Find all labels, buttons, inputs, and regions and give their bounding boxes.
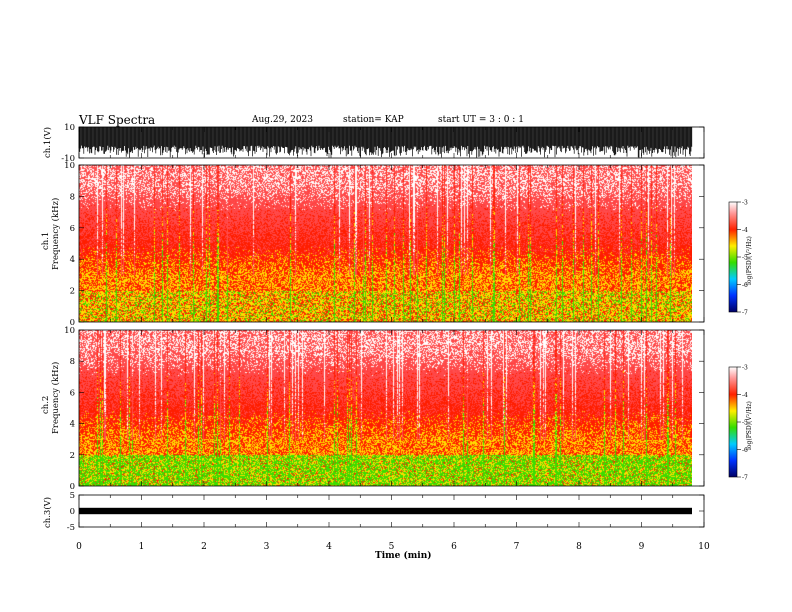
x-tick-label: 1 xyxy=(139,542,145,552)
x-tick-label: 2 xyxy=(201,542,207,552)
ch3-waveform-panel: 50-50 1 2 3 4 5 6 7 8 9 10 xyxy=(67,491,710,552)
y-tick-label: 10 xyxy=(64,161,75,171)
colorbar-tick-label: -3 xyxy=(742,365,748,372)
x-tick-label: 0 xyxy=(76,542,82,552)
ch2-colorbar: -3 -4 -5 -6 -7 xyxy=(728,365,748,482)
x-tick-label: 6 xyxy=(451,542,457,552)
colorbar-tick-label: -3 xyxy=(742,200,748,207)
colorbar-tick-label: -4 xyxy=(742,392,748,399)
y-tick-label: 6 xyxy=(70,224,75,234)
chart-title: VLF Spectra xyxy=(79,113,156,127)
ch1-colorbar-label: log(PSD)(V²/Hz) xyxy=(746,236,753,285)
x-tick-label: 3 xyxy=(264,542,270,552)
colorbar-tick-label: -5 xyxy=(742,420,748,427)
x-tick-label: 5 xyxy=(389,542,395,552)
ch1-spectrogram-ylabel-freq: Frequency (kHz) xyxy=(50,198,61,270)
x-tick-label: 4 xyxy=(326,542,332,552)
ch1-waveform-panel: 10 -10 xyxy=(61,123,705,164)
ch3-waveform-ylabel: ch.3(V) xyxy=(42,497,53,528)
y-tick-label: -5 xyxy=(67,523,75,533)
y-tick-label: 4 xyxy=(70,420,75,430)
ch1-spectrogram-ylabel-channel: ch.1 xyxy=(41,232,51,250)
ch2-colorbar-label: log(PSD)(V²/Hz) xyxy=(746,401,753,450)
y-tick-label: 6 xyxy=(70,388,75,398)
colorbar-tick-label: -7 xyxy=(742,310,748,317)
y-tick-label: 0 xyxy=(70,318,75,328)
spectrogram-image xyxy=(79,165,692,322)
ch1-spectrogram-panel: 0 2 4 6 8 10 xyxy=(64,161,705,328)
ch1-colorbar: -3 -4 -5 -6 -7 xyxy=(728,200,748,317)
ch1-waveform-ylabel: ch.1(V) xyxy=(42,127,53,158)
y-tick-label: 0 xyxy=(70,507,75,517)
y-tick-label: 0 xyxy=(70,482,75,492)
colorbar-tick-label: -6 xyxy=(742,447,748,454)
y-tick-label: -10 xyxy=(61,154,75,164)
y-tick-label: 10 xyxy=(64,326,75,336)
date-label: Aug.29, 2023 xyxy=(252,115,313,125)
y-tick-label: 10 xyxy=(64,123,75,133)
ch1-waveform-trace xyxy=(78,127,693,158)
x-tick-label: 8 xyxy=(576,542,582,552)
y-tick-label: 5 xyxy=(70,491,75,501)
ch2-spectrogram-ylabel-freq: Frequency (kHz) xyxy=(50,362,61,434)
x-tick-label: 10 xyxy=(698,542,710,552)
y-tick-label: 8 xyxy=(70,357,75,367)
x-tick-label: 7 xyxy=(514,542,520,552)
x-axis-label: Time (min) xyxy=(375,550,432,561)
y-tick-label: 2 xyxy=(70,287,75,297)
y-tick-label: 8 xyxy=(70,192,75,202)
spectrogram-image xyxy=(79,330,692,486)
station-label: station= KAP xyxy=(343,115,404,125)
colorbar-tick-label: -6 xyxy=(742,282,748,289)
ch2-spectrogram-ylabel-channel: ch.2 xyxy=(41,396,51,414)
x-tick-label: 9 xyxy=(639,542,645,552)
y-tick-label: 4 xyxy=(70,255,75,265)
ch2-spectrogram-panel: 0 2 4 6 8 10 xyxy=(64,326,705,492)
colorbar-tick-label: -5 xyxy=(742,255,748,262)
start-time-label: start UT = 3 : 0 : 1 xyxy=(438,115,524,125)
colorbar-tick-label: -7 xyxy=(742,475,748,482)
y-tick-label: 2 xyxy=(70,451,75,461)
colorbar-tick-label: -4 xyxy=(742,227,748,234)
ch3-waveform-trace xyxy=(79,507,692,515)
